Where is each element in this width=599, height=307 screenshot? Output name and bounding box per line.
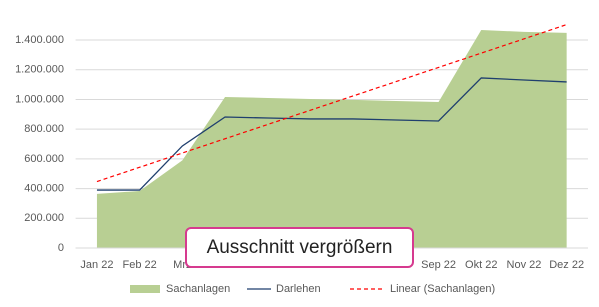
x-tick-label: Dez 22 xyxy=(549,259,584,271)
y-tick-label: 1.000.000 xyxy=(15,93,64,105)
legend-swatch xyxy=(130,285,160,293)
y-tick-label: 200.000 xyxy=(24,212,64,224)
area xyxy=(96,29,567,249)
button-frame[interactable] xyxy=(185,227,414,268)
y-tick-label: 1.400.000 xyxy=(15,34,64,46)
trendline xyxy=(96,24,567,183)
y-tick-label: 0 xyxy=(58,242,64,254)
y-tick-label: 1.200.000 xyxy=(15,64,64,76)
legend-label: Darlehen xyxy=(276,283,321,295)
line xyxy=(96,77,567,191)
legend: Sachanlagen Darlehen Linear (Sachanlagen) xyxy=(130,283,495,295)
y-tick-label: 400.000 xyxy=(24,182,64,194)
legend-label: Linear (Sachanlagen) xyxy=(390,283,495,295)
legend-label: Sachanlagen xyxy=(166,283,230,295)
x-tick-label: Jan 22 xyxy=(80,259,113,271)
zoom-button[interactable]: Ausschnitt vergrößern xyxy=(185,227,414,268)
x-tick-label: Feb 22 xyxy=(123,259,157,271)
y-tick-label: 600.000 xyxy=(24,153,64,165)
button-label[interactable]: Ausschnitt vergrößern xyxy=(207,237,393,258)
x-tick-label: Okt 22 xyxy=(465,259,497,271)
x-tick-label: Nov 22 xyxy=(507,259,542,271)
plot-area: 0 200.000 400.000 600.000 800.000 1.000.000 1.… xyxy=(15,24,588,271)
x-tick-label: Sep 22 xyxy=(421,259,456,271)
y-tick-label: 800.000 xyxy=(24,123,64,135)
